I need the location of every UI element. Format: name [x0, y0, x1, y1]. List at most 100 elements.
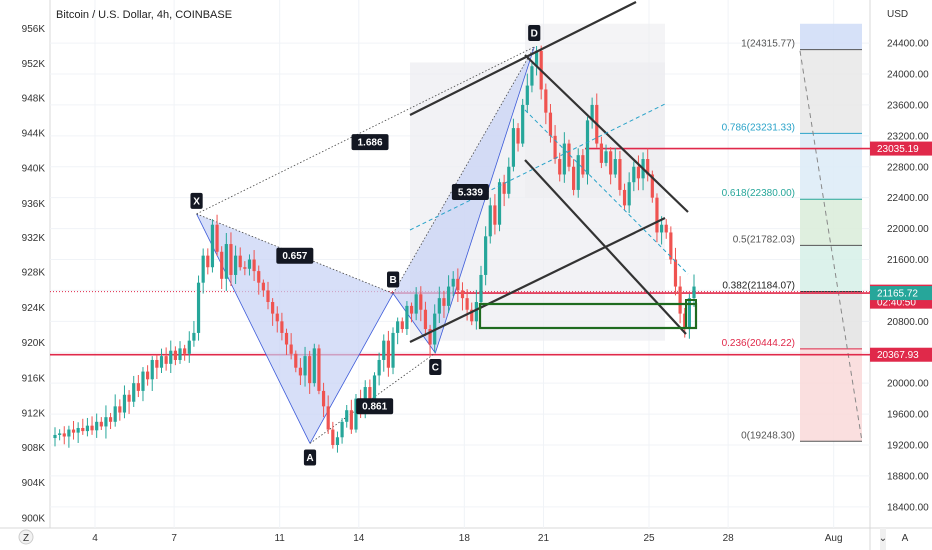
- z-icon: Z: [23, 533, 29, 544]
- pattern-leg: [309, 293, 394, 444]
- price-axis-tick: 20800.00: [887, 317, 929, 328]
- candle-body: [484, 236, 488, 275]
- candle-body: [377, 359, 381, 376]
- candle-body: [257, 271, 261, 283]
- candle-body: [437, 298, 441, 314]
- candle-body: [604, 151, 608, 163]
- candle-body: [562, 143, 566, 175]
- time-axis-tick: 14: [353, 533, 365, 544]
- candle-body: [210, 224, 215, 268]
- time-axis-tick: 25: [643, 533, 655, 544]
- candle-body: [669, 232, 673, 260]
- candle-body: [632, 166, 636, 183]
- candle-body: [335, 437, 340, 445]
- candle-body: [229, 244, 233, 275]
- candle-body: [298, 367, 303, 376]
- candle-body: [284, 332, 289, 345]
- price-axis-tick: 23200.00: [887, 131, 929, 142]
- candle-body: [414, 294, 418, 314]
- point-label-b: B: [389, 275, 396, 286]
- candle-body: [650, 174, 654, 198]
- time-navigation[interactable]: ⌄: [879, 528, 887, 550]
- price-axis-tick: 24000.00: [887, 70, 929, 81]
- candle-body: [493, 205, 497, 225]
- candle-body: [507, 166, 511, 194]
- candle-body: [687, 298, 691, 330]
- candle-body: [150, 359, 154, 380]
- fib-label: 0.236(20444.22): [722, 338, 795, 349]
- ratio-xb: 0.657: [282, 251, 307, 262]
- candle-body: [243, 267, 247, 269]
- candle-body: [673, 259, 678, 287]
- price-axis-tick: 18800.00: [887, 471, 929, 482]
- price-tag-label: 21165.72: [877, 289, 918, 300]
- candle-body: [446, 286, 451, 306]
- candle-body: [553, 135, 557, 160]
- left-axis-tick: 948K: [22, 94, 46, 105]
- timezone-toggle[interactable]: Z: [18, 529, 34, 545]
- price-axis-tick: 20000.00: [887, 379, 929, 390]
- candle-body: [261, 282, 265, 291]
- price-tag: [870, 286, 932, 301]
- candle-body: [178, 348, 182, 360]
- candle-body: [326, 406, 330, 430]
- left-axis-tick: 920K: [22, 338, 46, 349]
- candle-body: [71, 429, 76, 433]
- drawing-overlay: [409, 1, 698, 343]
- point-label-d-bg: [528, 24, 541, 41]
- ratio-xd: 1.686: [358, 138, 383, 149]
- time-axis-tick: 18: [459, 533, 471, 544]
- candle-body: [108, 417, 113, 422]
- candle-body: [201, 255, 205, 283]
- candle-body: [238, 255, 242, 268]
- candle-body: [609, 151, 613, 175]
- time-axis-tick: Aug: [825, 533, 843, 544]
- time-axis[interactable]: 4 7 11 14 18 21 25 28 Aug: [92, 533, 842, 544]
- candle-body: [136, 383, 140, 391]
- time-axis-tick: 7: [171, 533, 177, 544]
- candle-body: [303, 356, 307, 376]
- candle-body: [391, 332, 395, 368]
- candle-body: [659, 224, 664, 233]
- falling-channel-top: [524, 54, 689, 213]
- candle-body: [271, 302, 275, 314]
- candle-body: [349, 410, 353, 430]
- candle-body: [497, 182, 502, 225]
- rising-channel-bottom: [409, 217, 666, 343]
- candle-body: [572, 166, 576, 190]
- candle-body: [289, 344, 293, 354]
- candle-body: [576, 155, 580, 190]
- price-tag-label: 20367.93: [877, 350, 919, 361]
- price-tag: [870, 347, 932, 362]
- candle-body: [636, 166, 641, 179]
- price-axis-tick: 24400.00: [887, 39, 929, 50]
- fib-label: 0.618(22380.00): [722, 188, 795, 199]
- candle-body: [456, 278, 460, 291]
- candle-body: [451, 278, 455, 287]
- candle-body: [428, 329, 432, 345]
- candle-body: [62, 433, 66, 437]
- candle-body: [85, 425, 90, 432]
- candle-body: [90, 425, 94, 431]
- auto-scale-button[interactable]: A: [902, 533, 909, 544]
- candle-body: [187, 340, 191, 354]
- left-axis[interactable]: 956K 952K 948K 944K 940K 936K 932K 928K 924K 920K…: [22, 24, 46, 524]
- fib-label: 0.5(21782.03): [733, 234, 795, 245]
- time-axis-tick: 11: [274, 533, 285, 544]
- candle-body: [534, 50, 539, 67]
- left-axis-tick: 916K: [22, 374, 46, 385]
- falling-midline: [524, 109, 689, 275]
- candle-body: [95, 421, 99, 431]
- candle-body: [419, 294, 423, 310]
- price-axis-tick: 18400.00: [887, 502, 929, 513]
- ratio-xb-bg: [276, 247, 314, 264]
- candle-body: [678, 286, 682, 314]
- candle-body: [599, 143, 603, 163]
- point-label-b-bg: [387, 271, 400, 288]
- fib-zone: [800, 291, 862, 349]
- candle-body: [132, 383, 136, 402]
- fib-zone: [800, 199, 862, 246]
- candle-body: [280, 321, 284, 333]
- candle-body: [479, 274, 483, 303]
